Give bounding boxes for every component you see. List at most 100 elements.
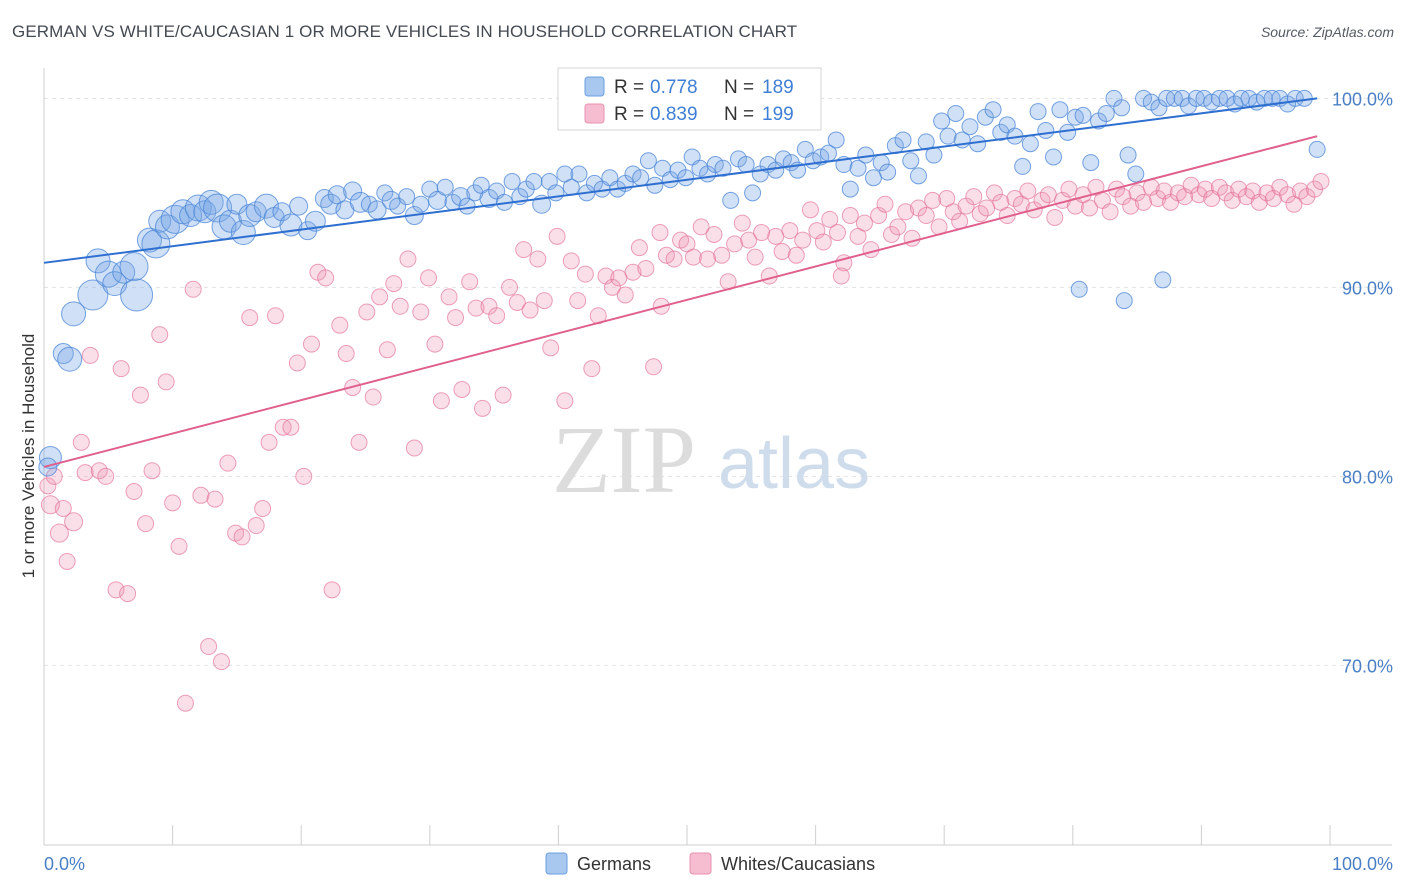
whites-point-98 — [692, 218, 710, 236]
germans-point-114 — [902, 152, 920, 170]
germans-point-2 — [52, 343, 74, 365]
germans-point-5 — [77, 279, 109, 311]
whites-point-171 — [1190, 186, 1208, 204]
whites-point-34 — [254, 500, 272, 518]
trend-lines — [43, 97, 1318, 468]
germans-point-24 — [218, 209, 242, 233]
germans-point-144 — [1127, 165, 1145, 183]
germans-point-79 — [639, 152, 657, 170]
germans-point-21 — [198, 189, 224, 215]
germans-point-42 — [360, 195, 378, 213]
germans-points — [38, 89, 1326, 477]
germans-point-51 — [428, 190, 448, 210]
x-tick-label-1: 100.0% — [1332, 854, 1393, 874]
germans-point-20 — [193, 200, 217, 224]
germans-point-3 — [57, 346, 83, 372]
chart-title: GERMAN VS WHITE/CAUCASIAN 1 OR MORE VEHI… — [12, 22, 798, 41]
whites-point-9 — [81, 346, 99, 364]
whites-point-68 — [488, 307, 506, 325]
whites-point-4 — [54, 500, 72, 518]
legend-n-label-whites: N = — [724, 104, 754, 125]
whites-point-172 — [1196, 180, 1214, 198]
whites-point-16 — [131, 386, 149, 404]
whites-trend-line — [43, 135, 1318, 468]
germans-point-92 — [737, 156, 755, 174]
germans-point-140 — [1097, 104, 1115, 122]
whites-point-184 — [1279, 186, 1297, 204]
whites-point-149 — [1039, 186, 1057, 204]
germans-point-142 — [1113, 99, 1131, 117]
x-tick-label-0: 0.0% — [44, 854, 85, 874]
whites-point-186 — [1291, 182, 1309, 200]
axes — [43, 68, 1392, 846]
whites-point-163 — [1135, 193, 1153, 211]
whites-point-125 — [876, 195, 894, 213]
whites-point-128 — [897, 203, 915, 221]
germans-point-38 — [327, 185, 347, 205]
whites-point-5 — [58, 552, 76, 570]
legend-r-value-whites: 0.839 — [650, 104, 698, 125]
legend-series-whites: Whites/Caucasians — [721, 854, 875, 874]
whites-point-56 — [405, 439, 423, 457]
germans-point-115 — [909, 167, 927, 185]
germans-point-167 — [1308, 140, 1326, 158]
whites-point-66 — [474, 399, 492, 417]
whites-point-25 — [192, 486, 210, 504]
whites-point-38 — [282, 418, 300, 436]
whites-point-69 — [494, 386, 512, 404]
germans-point-170 — [1115, 292, 1133, 310]
whites-point-24 — [184, 280, 202, 298]
legend-series-germans: Germans — [577, 854, 651, 874]
y-tick-label-1: 90.0% — [1342, 278, 1393, 298]
whites-point-48 — [350, 433, 368, 451]
whites-point-76 — [542, 339, 560, 357]
germans-point-33 — [289, 196, 309, 216]
germans-point-143 — [1119, 146, 1137, 164]
whites-point-11 — [97, 467, 115, 485]
whites-point-97 — [684, 248, 702, 266]
whites-point-19 — [151, 326, 169, 344]
whites-point-112 — [787, 246, 805, 264]
germans-point-106 — [841, 180, 859, 198]
germans-point-25 — [226, 193, 248, 215]
chart-source: Source: ZipAtlas.com — [1260, 24, 1394, 40]
whites-point-93 — [657, 246, 675, 264]
germans-point-84 — [677, 169, 695, 187]
germans-point-88 — [706, 156, 724, 174]
whites-point-53 — [385, 275, 403, 293]
germans-point-134 — [1051, 101, 1069, 119]
germans-point-107 — [849, 159, 867, 177]
whites-point-52 — [378, 341, 396, 359]
germans-point-168 — [1070, 280, 1088, 298]
y-tick-label-2: 80.0% — [1342, 467, 1393, 487]
germans-point-31 — [272, 202, 292, 222]
whites-point-58 — [420, 269, 438, 287]
whites-point-51 — [371, 288, 389, 306]
whites-point-88 — [624, 263, 642, 281]
whites-point-15 — [125, 483, 143, 501]
whites-point-111 — [781, 222, 799, 240]
whites-point-82 — [583, 360, 601, 378]
germans-point-40 — [343, 181, 363, 201]
whites-point-23 — [176, 694, 194, 712]
germans-point-16 — [160, 204, 190, 234]
germans-point-64 — [525, 173, 543, 191]
germans-point-7 — [94, 260, 122, 288]
whites-caucasians-points — [39, 173, 1330, 712]
y-axis-title: 1 or more Vehicles in Household — [19, 334, 38, 579]
whites-point-132 — [924, 191, 942, 209]
legend-n-value-germans: 189 — [762, 77, 794, 98]
legend-n-value-whites: 199 — [762, 104, 794, 125]
whites-point-110 — [773, 242, 791, 260]
whites-point-39 — [288, 354, 306, 372]
whites-point-107 — [753, 224, 771, 242]
germans-point-132 — [1037, 121, 1055, 139]
whites-point-59 — [426, 335, 444, 353]
germans-point-67 — [547, 184, 565, 202]
whites-point-90 — [637, 259, 655, 277]
whites-point-61 — [440, 288, 458, 306]
legend-swatch-whites-bottom — [689, 852, 712, 875]
whites-point-70 — [501, 278, 519, 296]
whites-point-43 — [317, 269, 335, 287]
whites-point-104 — [733, 214, 751, 232]
